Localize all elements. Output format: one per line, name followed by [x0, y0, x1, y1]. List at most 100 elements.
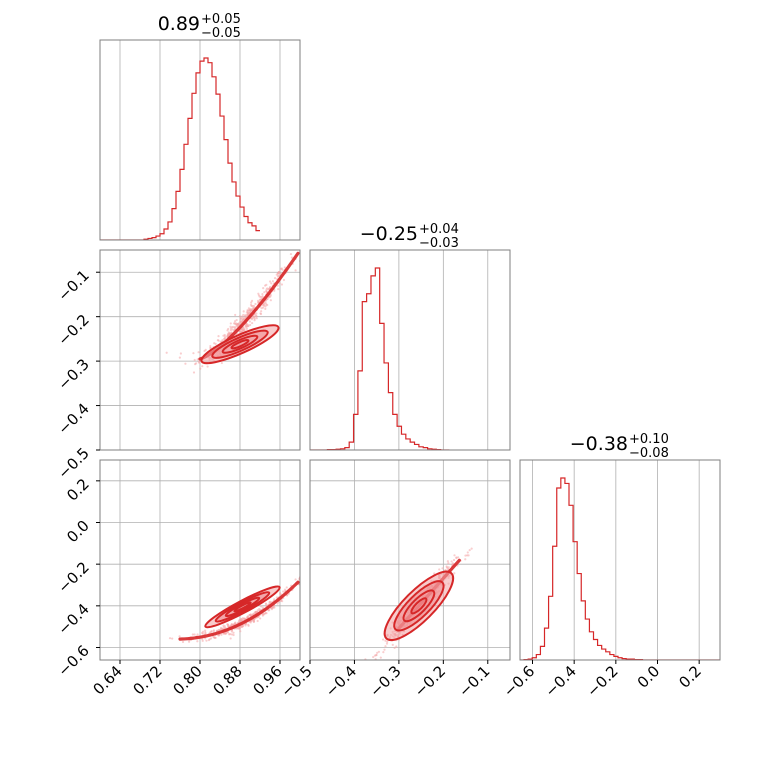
joint-2-1-point-183: [438, 568, 441, 571]
title-param-0-plus: +0.05: [201, 12, 241, 27]
joint-1-0-point-436: [250, 299, 254, 302]
histogram-param-2: [520, 477, 720, 660]
joint-2-1-contour-2: [402, 589, 436, 623]
joint-1-0-point-393: [270, 282, 273, 285]
joint-2-1-point-332: [445, 565, 448, 568]
joint-2-1-point-506: [464, 554, 467, 557]
ytick-label-1-1: −0.4: [54, 400, 92, 438]
joint-2-0-point-466: [246, 615, 249, 618]
joint-2-0-point-403: [256, 619, 259, 623]
joint-1-0-contour-2: [221, 334, 259, 354]
joint-1-0-point-215: [241, 318, 245, 321]
panel-1-0: [100, 250, 300, 450]
joint-2-0-contour-2: [224, 596, 261, 618]
joint-1-0-point-387: [222, 334, 225, 337]
title-param-0-minus: −0.05: [201, 26, 241, 41]
joint-2-0-point-430: [209, 637, 213, 640]
joint-1-0-point-480: [266, 303, 269, 307]
joint-1-0-point-295: [259, 312, 262, 315]
joint-1-0-point-314: [294, 269, 297, 272]
joint-1-0-point-20: [269, 299, 272, 302]
joint-2-0-point-392: [276, 602, 279, 605]
joint-1-0-point-399: [233, 322, 236, 325]
xtick-label-1-2: −0.3: [366, 662, 404, 700]
joint-2-0-point-432: [268, 600, 272, 603]
joint-1-0-point-218: [290, 256, 294, 259]
joint-2-1-point-29: [367, 670, 369, 672]
joint-1-0-point-472: [278, 282, 281, 285]
joint-1-0-point-177: [264, 307, 267, 310]
joint-1-0-point-433: [232, 325, 235, 329]
joint-2-0-point-436: [262, 613, 266, 616]
joint-1-0-point-418: [184, 362, 187, 365]
ytick-label-1-0: −0.5: [54, 444, 92, 482]
joint-1-0-point-465: [179, 352, 182, 355]
joint-2-0-point-423: [196, 633, 199, 636]
joint-2-0-point-167: [258, 607, 261, 611]
joint-2-1-point-450: [455, 556, 458, 560]
joint-2-0-contour-3: [233, 601, 252, 613]
joint-1-0-point-437: [261, 293, 264, 296]
joint-1-0-point-260: [283, 266, 286, 269]
joint-1-0-point-508: [227, 334, 230, 337]
joint-2-1-point-516: [375, 654, 378, 657]
joint-2-0-point-198: [178, 635, 181, 638]
joint-2-0-point-412: [253, 611, 256, 614]
joint-2-1-point-480: [467, 554, 470, 557]
joint-2-1-contour-1: [393, 580, 445, 632]
joint-1-0-point-428: [277, 271, 280, 274]
joint-2-0-point-360: [264, 603, 268, 606]
joint-2-0-point-477: [252, 620, 255, 623]
joint-2-0-point-515: [242, 617, 245, 620]
joint-2-1-point-351: [457, 556, 460, 559]
joint-2-1-point-439: [372, 664, 374, 666]
joint-1-0-point-72: [229, 322, 232, 325]
joint-2-0-point-309: [232, 631, 235, 634]
joint-1-0-point-519: [214, 342, 217, 345]
title-param-1-minus: −0.03: [419, 236, 459, 251]
joint-1-0-point-287: [265, 283, 268, 286]
title-param-0: 0.89: [158, 13, 200, 35]
joint-2-0-point-514: [273, 598, 276, 601]
joint-2-0-point-139: [239, 630, 242, 633]
joint-2-1-point-157: [385, 642, 389, 645]
joint-2-1-point-46: [464, 558, 467, 561]
joint-1-0-point-497: [206, 365, 209, 368]
joint-2-0-point-489: [252, 618, 255, 621]
joint-2-0-point-187: [210, 629, 213, 633]
joint-2-1-point-492: [446, 567, 449, 570]
joint-1-0-point-517: [250, 304, 253, 308]
title-param-1-plus: +0.04: [419, 222, 459, 237]
joint-2-0-point-508: [272, 606, 275, 609]
joint-2-0-point-293: [212, 635, 215, 638]
joint-1-0-point-505: [228, 332, 231, 336]
joint-2-0-point-390: [217, 628, 221, 631]
panel-2-2: [520, 460, 720, 660]
joint-1-0-point-403: [257, 301, 260, 304]
joint-2-0-point-483: [224, 631, 228, 635]
joint-1-0-point-417: [226, 329, 229, 332]
joint-2-0-point-449: [282, 590, 285, 593]
joint-1-0-point-53: [197, 351, 200, 354]
joint-1-0-point-420: [262, 303, 266, 306]
joint-2-0-point-399: [187, 640, 191, 643]
joint-1-0-point-25: [235, 318, 238, 322]
joint-1-0-point-431: [265, 288, 268, 291]
joint-1-0-point-161: [255, 315, 258, 318]
joint-1-0-point-394: [279, 272, 282, 275]
joint-1-0-point-134: [260, 307, 263, 310]
joint-1-0-point-359: [196, 358, 199, 361]
joint-2-0-point-505: [230, 633, 233, 636]
joint-1-0-point-514: [254, 302, 257, 306]
joint-2-0-point-402: [285, 586, 288, 589]
joint-2-1-point-238: [384, 639, 387, 642]
joint-2-1-point-253: [433, 572, 436, 575]
joint-2-1-point-486: [441, 567, 444, 570]
joint-1-0-point-484: [273, 277, 277, 280]
joint-2-0-point-400: [212, 630, 215, 633]
joint-1-0-point-132: [245, 327, 248, 330]
xtick-label-2-3: 0.0: [634, 662, 664, 692]
joint-1-0-point-370: [244, 314, 247, 317]
joint-2-0-point-461: [168, 637, 172, 640]
joint-1-0-point-39: [276, 284, 279, 287]
